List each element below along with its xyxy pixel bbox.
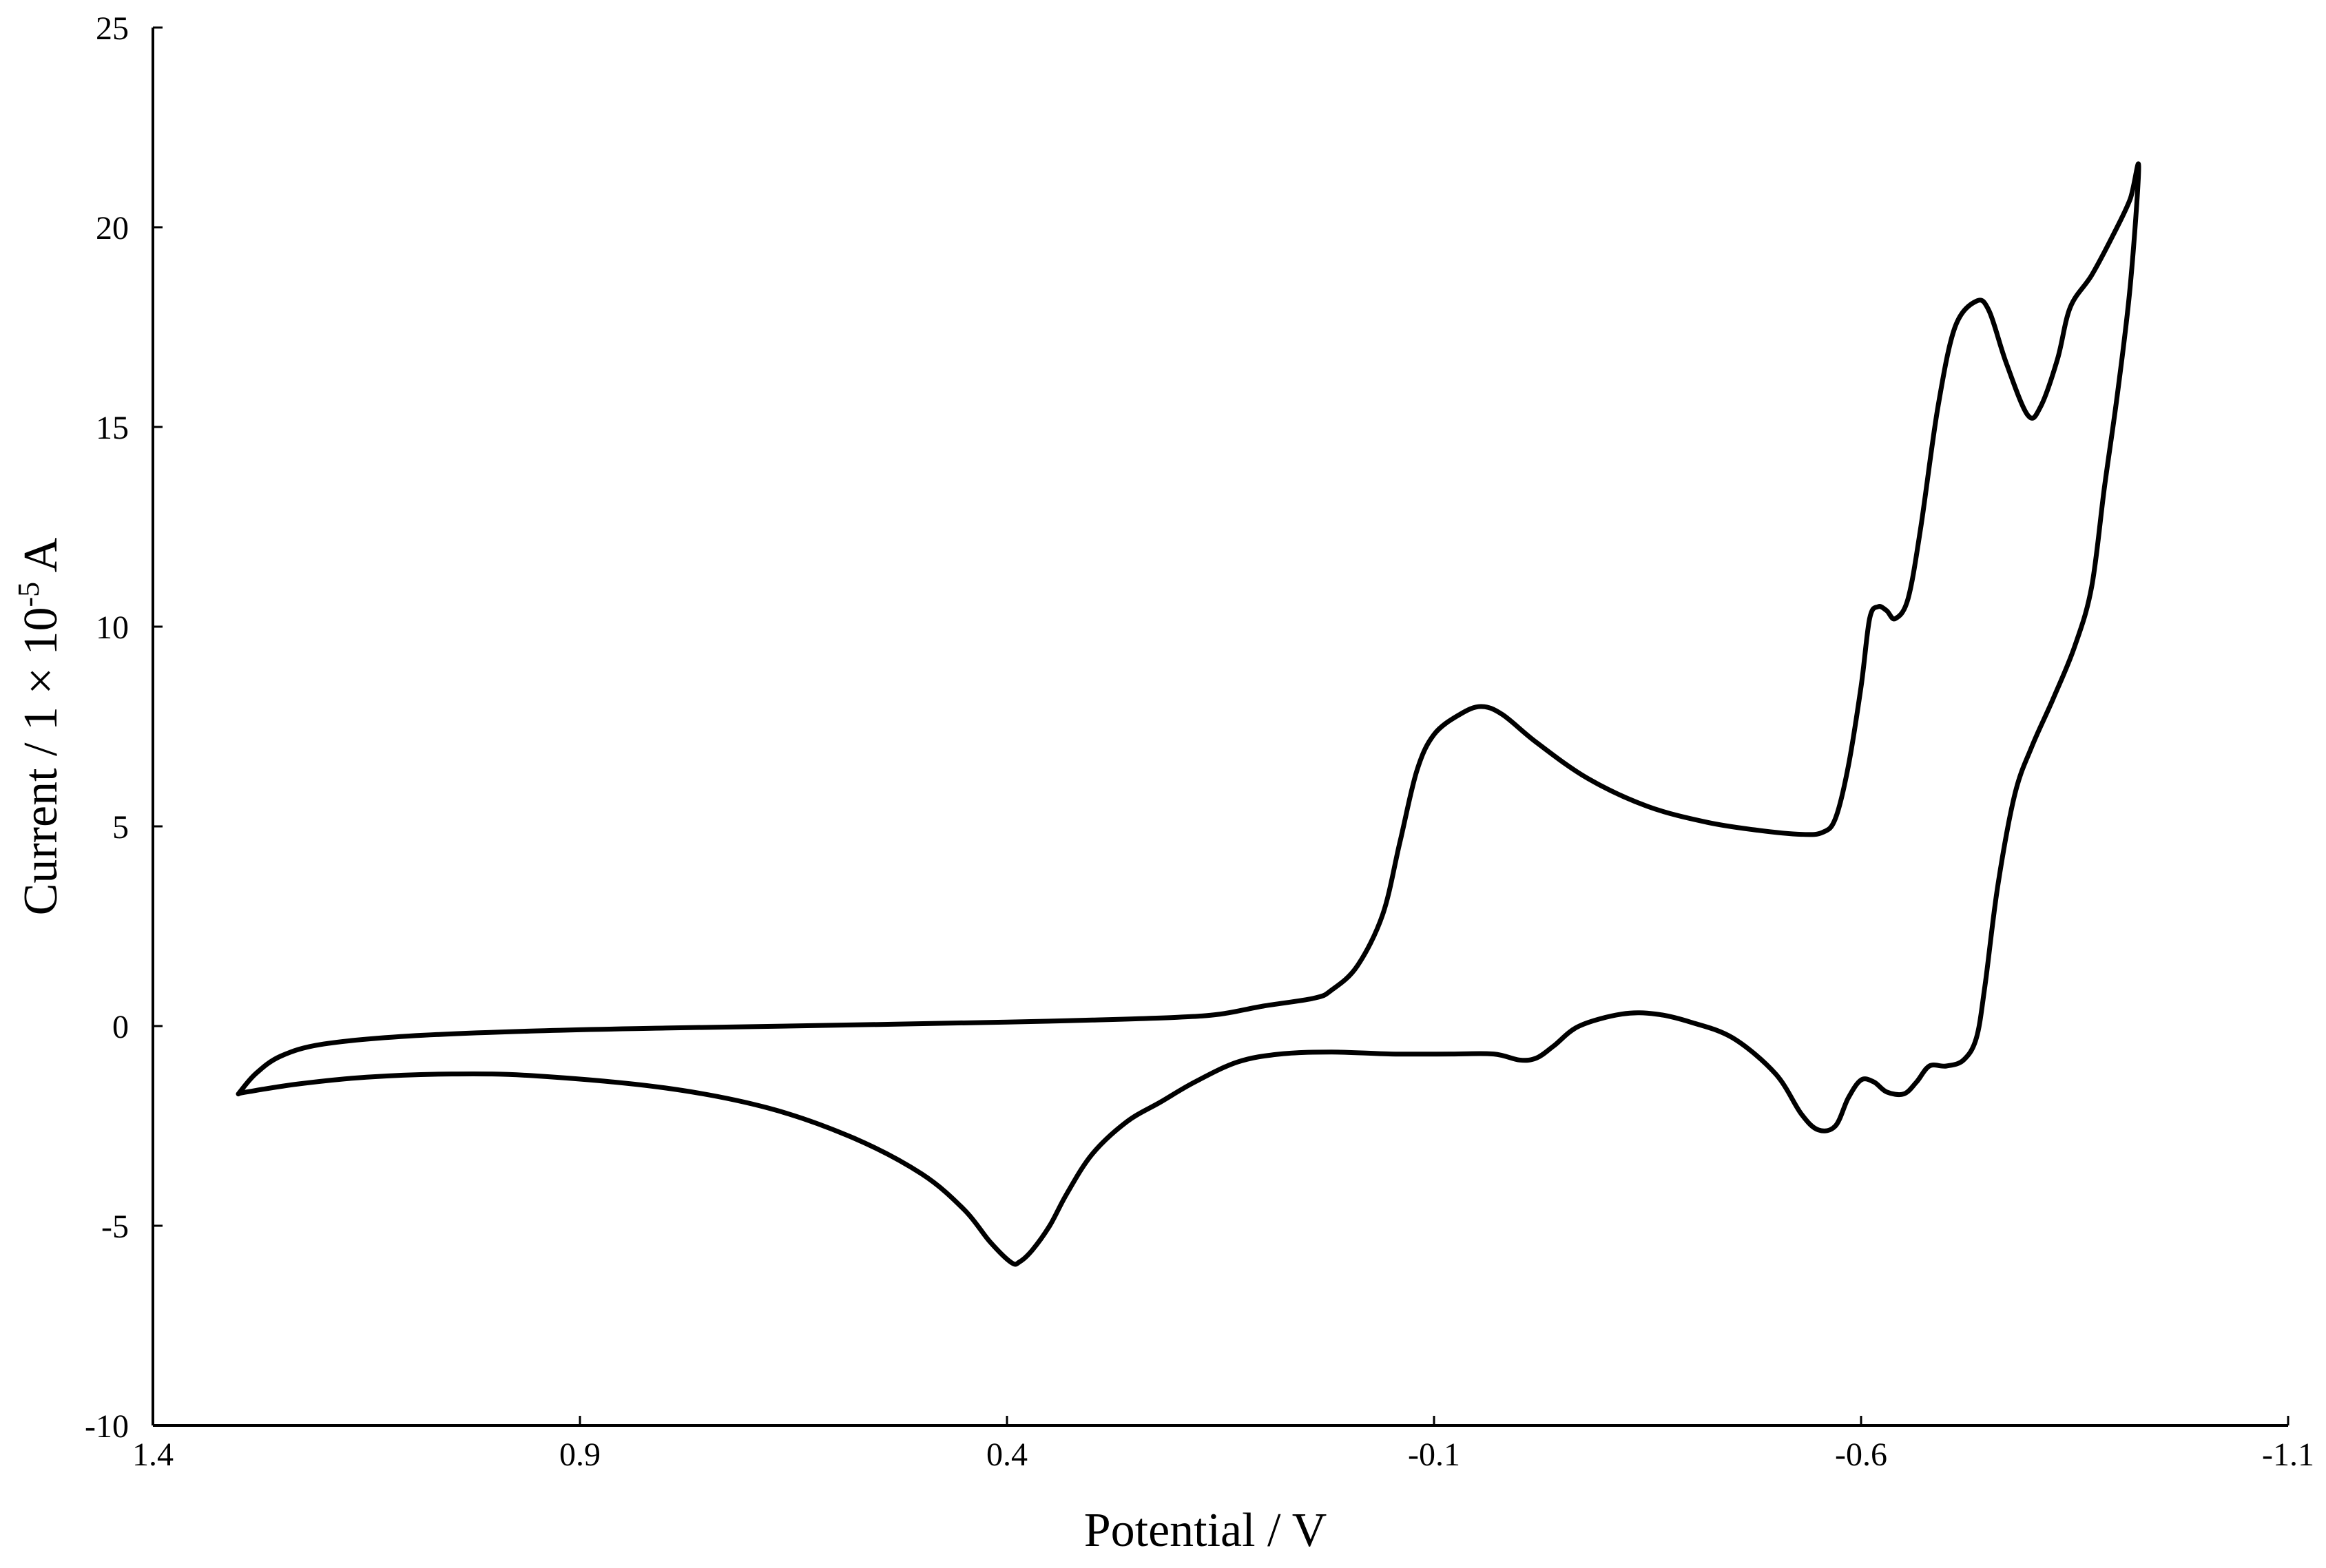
y-tick-label: 5	[112, 809, 129, 846]
y-axis-title: Current / 1 × 10-5 A	[12, 537, 68, 915]
y-tick-label: 15	[96, 410, 129, 446]
x-tick-label: -1.1	[2262, 1436, 2314, 1473]
x-axis: 1.4 0.9 0.4 -0.1 -0.6 -1.1	[132, 1416, 2314, 1473]
y-tick-label: -5	[101, 1209, 129, 1245]
y-tick-label: 0	[112, 1009, 129, 1045]
x-tick-label: -0.6	[1835, 1436, 1887, 1473]
y-tick-label: 20	[96, 210, 129, 247]
x-ticks: 1.4 0.9 0.4 -0.1 -0.6 -1.1	[132, 1416, 2314, 1473]
cv-curve	[236, 161, 2141, 1267]
y-axis-title-exponent: -5	[12, 582, 45, 607]
x-tick-label: 0.4	[986, 1436, 1028, 1473]
y-tick-label: 10	[96, 609, 129, 646]
x-axis-title: Potential / V	[1084, 1504, 1327, 1557]
y-axis-title-main: Current / 1 × 10	[14, 607, 68, 916]
y-axis-title-unit: A	[14, 537, 68, 582]
x-tick-label: 0.9	[559, 1436, 601, 1473]
x-tick-label: 1.4	[132, 1436, 174, 1473]
y-tick-label: -10	[85, 1408, 129, 1445]
x-tick-label: -0.1	[1408, 1436, 1460, 1473]
y-tick-label: 25	[96, 10, 129, 47]
y-ticks: 25 20 15 10 5 0 -5 -10	[85, 10, 163, 1445]
y-axis: 25 20 15 10 5 0 -5 -10	[85, 10, 163, 1445]
